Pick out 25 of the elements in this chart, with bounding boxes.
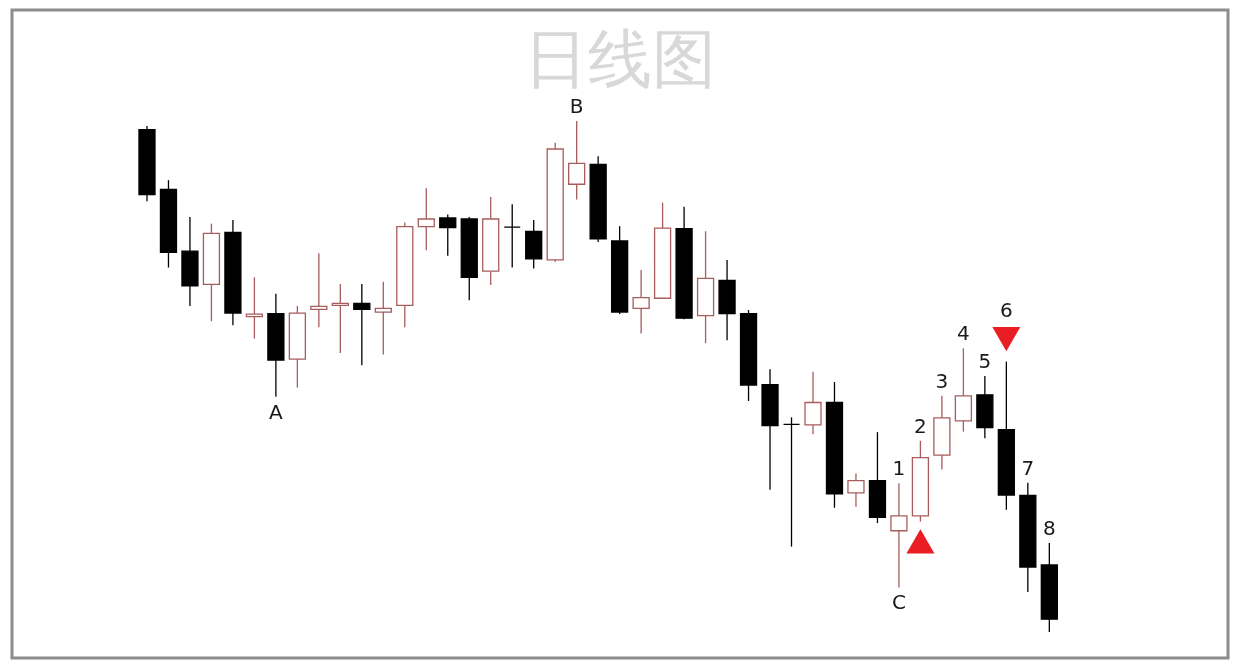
candlestick: [353, 283, 371, 366]
annotation: C: [891, 590, 906, 615]
annotation: A: [269, 399, 284, 424]
candlestick: [417, 187, 435, 251]
annotation: 2: [914, 413, 927, 438]
annotation: B: [569, 93, 584, 118]
annotation: 6: [999, 298, 1013, 323]
candlestick: [374, 281, 392, 356]
candlestick: [245, 276, 264, 340]
annotation: 7: [1021, 455, 1035, 480]
candlestick: [503, 203, 521, 269]
candlestick: [439, 213, 457, 257]
candlestick: [782, 416, 801, 548]
candlestick: [568, 120, 586, 201]
candlestick: [847, 472, 865, 508]
annotation: 1: [892, 456, 906, 481]
candlestick: [310, 252, 328, 329]
candlestick: [632, 269, 650, 335]
annotation: 4: [957, 321, 970, 346]
annotation: 5: [978, 348, 992, 373]
annotation: 3: [935, 368, 949, 393]
candlestick: [890, 482, 908, 589]
candlestick: [804, 371, 822, 435]
annotation: 8: [1042, 516, 1056, 541]
candlestick: [331, 283, 349, 354]
